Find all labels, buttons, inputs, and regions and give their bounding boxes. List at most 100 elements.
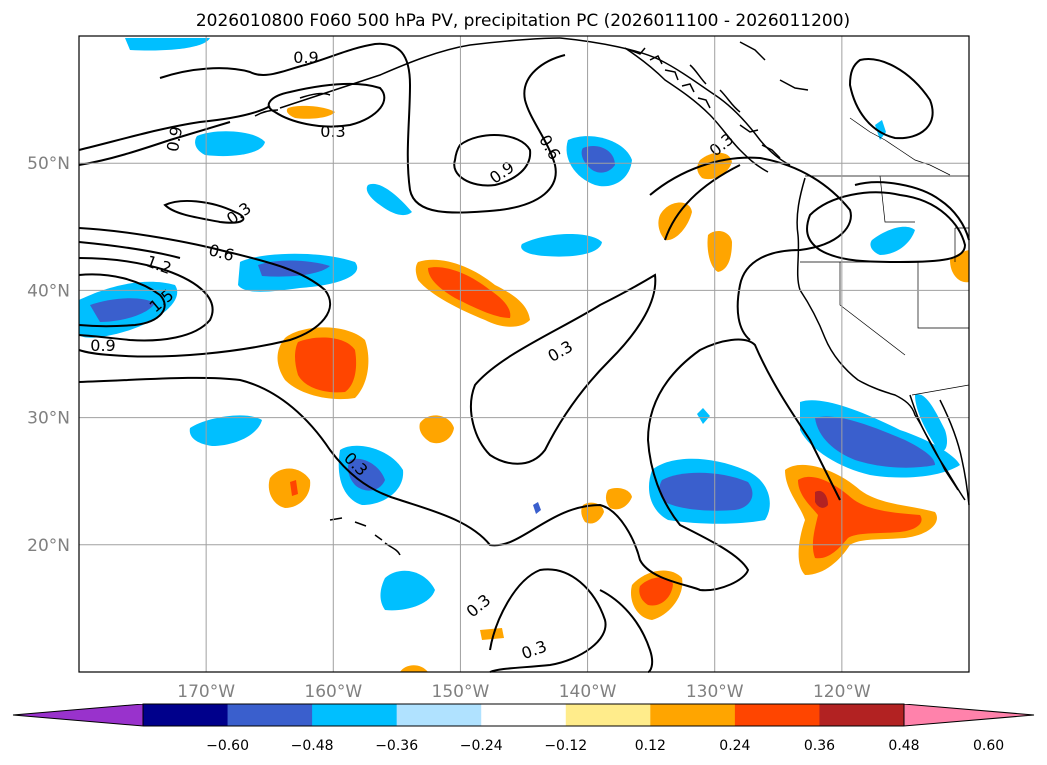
pos-area-166w-25n bbox=[268, 468, 311, 508]
contour-0.3-coast bbox=[649, 156, 852, 341]
neg-area-155w-16n bbox=[380, 570, 435, 611]
contour-0.9-northwest bbox=[78, 105, 271, 151]
contour-0.9-north-large bbox=[159, 42, 566, 214]
coastline-alaska-aleutians bbox=[254, 37, 561, 117]
precip-anomaly-shading bbox=[79, 38, 969, 672]
pos-area-150w-30n bbox=[419, 415, 454, 444]
colorbar-segment bbox=[481, 704, 567, 726]
colorbar-tick-label: 0.24 bbox=[719, 738, 750, 754]
colorbar-tick-label: 0.48 bbox=[888, 738, 919, 754]
colorbar-tick-labels: −0.60 −0.48 −0.36 −0.24 −0.12 0.12 0.24 … bbox=[206, 738, 1004, 754]
lat-label: 50°N bbox=[27, 154, 70, 174]
contour-label: 0.9 bbox=[163, 125, 186, 153]
contour-0.9-loop bbox=[453, 134, 532, 187]
contour-0.3-east bbox=[664, 164, 970, 241]
colorbar-tick-label: −0.12 bbox=[544, 738, 587, 754]
colorbar-segment bbox=[734, 704, 820, 726]
colorbar-segment bbox=[312, 704, 398, 726]
contour-0.3-west bbox=[163, 200, 245, 224]
contour-0.3-loop-central bbox=[470, 273, 657, 465]
neg-area-west-40n-core bbox=[90, 298, 155, 322]
colorbar-extend-high bbox=[904, 704, 1034, 726]
colorbar-tick-label: −0.60 bbox=[206, 738, 249, 754]
pos-area-163w-55n bbox=[286, 105, 335, 119]
neg-area-116w-30n-coast bbox=[915, 394, 948, 452]
contour-0.3-north bbox=[267, 82, 386, 128]
contour-0.3-south bbox=[489, 568, 607, 673]
lon-label: 130°W bbox=[686, 682, 744, 702]
neg-area-168w-52n bbox=[195, 131, 265, 157]
gridlines bbox=[79, 36, 969, 672]
lat-label: 20°N bbox=[27, 536, 70, 556]
neg-area-122w-30n-core bbox=[815, 416, 935, 468]
pos-area-137w-22n bbox=[605, 488, 632, 510]
border-bc-ak bbox=[849, 117, 951, 176]
coastline-hawaii bbox=[329, 517, 401, 556]
lon-label: 150°W bbox=[432, 682, 490, 702]
coast-detail-ak-1 bbox=[629, 47, 711, 109]
neg-area-top-left bbox=[125, 38, 210, 51]
border-id-wa bbox=[879, 175, 915, 223]
colorbar-tick-label: −0.48 bbox=[291, 738, 334, 754]
contour-0.9-west-inner bbox=[78, 121, 231, 166]
colorbar-tick-label: −0.36 bbox=[375, 738, 418, 754]
neg-area-155w-48n bbox=[366, 183, 412, 216]
lon-label: 140°W bbox=[559, 682, 617, 702]
pos-area-136w-18n-core bbox=[639, 577, 673, 606]
coastline-mexico-west bbox=[939, 399, 970, 506]
colorbar-segment bbox=[143, 704, 229, 726]
contour-0.3-northeast bbox=[848, 58, 934, 140]
border-us-mexico bbox=[911, 384, 970, 396]
pv-contours bbox=[78, 42, 970, 673]
pos-area-120w-21n-peak bbox=[815, 490, 828, 508]
pos-area-147w-13n bbox=[480, 628, 504, 640]
latitude-labels: 50°N 40°N 30°N 20°N bbox=[27, 154, 70, 556]
coast-detail-ak-2 bbox=[739, 41, 809, 159]
contour-0.9-west bbox=[78, 241, 181, 259]
neg-area-157w-26n-core bbox=[347, 458, 385, 491]
contour-label: 0.9 bbox=[90, 336, 115, 355]
pos-area-120w-21n-core bbox=[798, 476, 922, 559]
map-frame bbox=[78, 35, 970, 673]
neg-area-143w-43n bbox=[521, 233, 602, 257]
pos-area-151w-40n-core bbox=[428, 267, 511, 318]
colorbar: −0.60 −0.48 −0.36 −0.24 −0.12 0.12 0.24 … bbox=[12, 703, 1035, 754]
neg-area-small-130w bbox=[697, 408, 710, 424]
lon-label: 160°W bbox=[304, 682, 362, 702]
pos-area-160w-34n-core bbox=[295, 337, 357, 393]
neg-area-140w-51n-core bbox=[581, 145, 615, 173]
longitude-labels: 170°W 160°W 150°W 140°W 130°W 120°W bbox=[177, 682, 871, 702]
neg-area-130w-24n-core bbox=[659, 472, 753, 511]
contour-0.3-southeast bbox=[599, 589, 654, 673]
pos-area-130w-46n bbox=[658, 202, 692, 241]
pos-area-129w-44n bbox=[707, 230, 732, 272]
colorbar-extend-low bbox=[13, 704, 143, 726]
colorbar-tick-label: 0.36 bbox=[804, 738, 835, 754]
colorbar-segment bbox=[650, 704, 736, 726]
lat-label: 40°N bbox=[27, 281, 70, 301]
contour-1.5-west bbox=[78, 273, 166, 328]
neg-area-118w-43n bbox=[870, 226, 915, 255]
state-borders bbox=[800, 117, 970, 396]
contour-label: 0.9 bbox=[293, 48, 318, 67]
contour-0.3-rockies bbox=[806, 191, 967, 264]
colorbar-segment bbox=[227, 704, 313, 726]
map-panel: 0.9 0.3 0.9 0.9 0.6 0.3 0.6 1.2 1.5 0.9 … bbox=[78, 35, 970, 673]
neg-area-small-117w-53n bbox=[875, 120, 886, 140]
colorbar-segments bbox=[13, 704, 1034, 726]
lon-label: 120°W bbox=[813, 682, 871, 702]
colorbar-segment bbox=[819, 704, 905, 726]
contour-0.3-central bbox=[78, 338, 841, 592]
colorbar-tick-label: 0.12 bbox=[635, 738, 666, 754]
colorbar-segment bbox=[565, 704, 651, 726]
pos-area-140w-21n bbox=[581, 502, 604, 524]
contour-0.6-west bbox=[78, 227, 331, 358]
neg-area-170w-29n bbox=[189, 415, 262, 446]
pos-area-154w-10n bbox=[400, 665, 428, 672]
colorbar-outline bbox=[12, 703, 1035, 727]
contour-1.2-west bbox=[78, 257, 214, 342]
pos-area-166w-25n-core bbox=[290, 480, 298, 496]
figure-title: 2026010800 F060 500 hPa PV, precipitatio… bbox=[196, 11, 850, 31]
border-or-ca bbox=[800, 261, 906, 356]
